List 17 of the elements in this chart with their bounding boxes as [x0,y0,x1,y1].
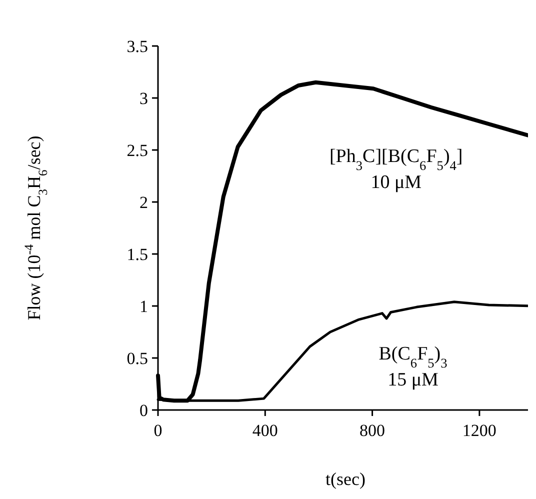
series-label: B(C$_{6}$F$_{5}$)$_{3}$ [378,344,448,370]
y-tick-label: 1 [140,296,148,316]
y-tick-label: 1.5 [126,244,148,264]
y-tick-label: 3.5 [126,36,148,56]
y-tick-label: 2 [140,192,148,212]
annotation: 10 μM [370,172,422,193]
x-tick-label: 800 [360,421,386,440]
x-tick-label: 400 [252,421,278,440]
y-tick-label: 0 [140,400,148,420]
x-axis-title: t(sec) [326,469,366,489]
y-tick-label: 2.5 [126,140,148,160]
y-tick-label: 0.5 [126,348,148,368]
x-tick-label: 0 [154,421,162,440]
x-tick-label: 1200 [462,421,496,440]
text: [Ph$_{3}$C][B(C$_{6}$F$_{5}$)$_{4}$] [329,146,463,172]
y-tick-label: 3 [140,88,148,108]
annotation: 15 μM [388,370,439,390]
